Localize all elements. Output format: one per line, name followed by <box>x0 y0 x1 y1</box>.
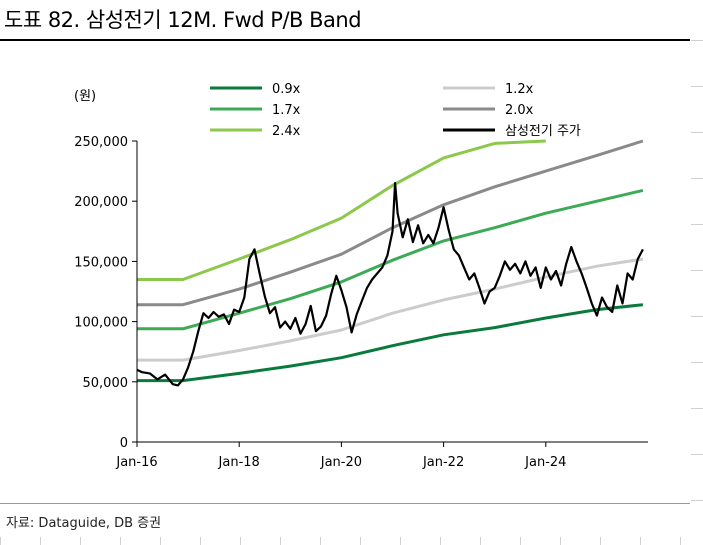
x-tick-label: Jan-16 <box>115 455 157 470</box>
y-tick-label: 0 <box>120 436 128 451</box>
page-title: 도표 82. 삼성전기 12M. Fwd P/B Band <box>4 8 362 32</box>
series-line-09x <box>137 303 644 383</box>
legend-label: 0.9x <box>272 82 301 97</box>
series-line-17x <box>137 188 644 331</box>
y-tick-label: 200,000 <box>74 195 128 210</box>
legend-label: 1.2x <box>505 82 534 97</box>
pb-band-chart: 0 50,000 100,000 150,000 200,000 250,000 Jan-1… <box>74 82 648 470</box>
series-line-삼성전기주가 <box>136 182 644 387</box>
decorative-guide <box>691 40 703 510</box>
x-tick-label: Jan-22 <box>422 455 464 470</box>
legend-label: 2.4x <box>272 124 301 139</box>
legend-label: 2.0x <box>505 103 534 118</box>
legend-label: 삼성전기 주가 <box>505 124 581 139</box>
decorative-guide-bottom <box>0 537 690 545</box>
axes-layer: 0 50,000 100,000 150,000 200,000 250,000 Jan-1… <box>74 135 648 470</box>
series-layer <box>136 139 644 387</box>
y-tick-label: 50,000 <box>83 376 129 391</box>
legend-label: 1.7x <box>272 103 301 118</box>
y-tick-label: 150,000 <box>74 255 128 270</box>
x-tick-label: Jan-24 <box>524 455 566 470</box>
title-divider <box>0 39 690 41</box>
series-line-20x <box>137 139 644 307</box>
y-axis-label: (원) <box>74 89 96 104</box>
x-tick-label: Jan-20 <box>320 455 362 470</box>
source-note: 자료: Dataguide, DB 증권 <box>6 516 162 531</box>
y-tick-label: 250,000 <box>74 135 128 150</box>
y-tick-label: 100,000 <box>74 316 128 331</box>
legend: 0.9x 1.2x 1.7x 2.0x 2.4x 삼성전기 주가 <box>210 82 581 139</box>
series-line-24x <box>137 139 546 281</box>
x-tick-label: Jan-18 <box>218 455 260 470</box>
source-divider <box>0 503 690 504</box>
